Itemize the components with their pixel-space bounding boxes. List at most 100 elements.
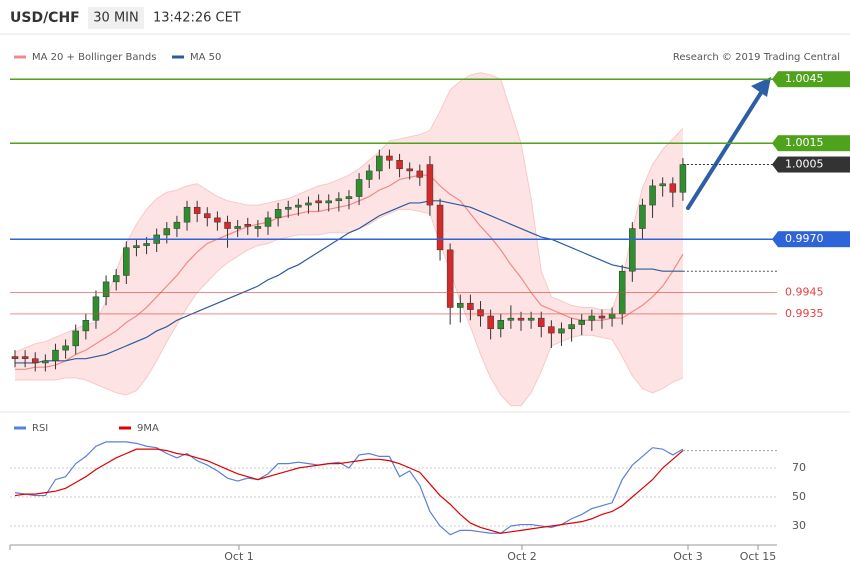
candle-body	[133, 245, 140, 248]
level-label-box	[778, 135, 850, 152]
candle-body	[31, 358, 39, 364]
level-label-box	[778, 71, 850, 88]
candle-body	[325, 200, 332, 204]
level-label-pointer	[772, 231, 778, 248]
candle-body	[355, 179, 363, 197]
x-label: Oct 1	[224, 550, 254, 563]
level-label: 1.0045	[785, 72, 824, 85]
clock: 13:42:26 CET	[153, 11, 241, 26]
candle-body	[92, 296, 100, 321]
candle-body	[254, 226, 262, 229]
legend-label: MA 20 + Bollinger Bands	[32, 52, 156, 63]
candle-body	[497, 320, 505, 330]
candle-body	[649, 185, 656, 206]
level-label-box	[778, 156, 850, 173]
candle-body	[21, 356, 29, 359]
level-label-box	[778, 231, 850, 248]
rsi-tick-label: 50	[792, 490, 806, 503]
x-label: Oct 3	[673, 550, 703, 563]
candle-body	[163, 228, 171, 236]
candle-body	[406, 168, 413, 172]
candle-body	[102, 281, 110, 298]
candle-body	[72, 330, 79, 347]
candle-body	[112, 275, 120, 283]
level-label: 0.9935	[785, 307, 824, 320]
candle-body	[143, 243, 150, 246]
candle-body	[173, 221, 181, 229]
legend-label: RSI	[32, 423, 48, 434]
candle-body	[507, 317, 515, 321]
ma50-line	[15, 200, 683, 364]
candle-body	[598, 315, 606, 319]
candle-body	[446, 249, 454, 308]
candle-body	[629, 228, 636, 272]
level-label-pointer	[772, 135, 778, 152]
candle-body	[416, 170, 424, 178]
candle-body	[42, 360, 49, 364]
candle-body	[52, 349, 59, 362]
candle-body	[396, 160, 403, 170]
candle-body	[82, 320, 90, 332]
timeframe-box	[88, 7, 144, 29]
candle-body	[193, 206, 201, 214]
legend-label: 9MA	[137, 423, 159, 434]
candle-body	[578, 320, 585, 325]
rsi-tick-label: 30	[792, 519, 806, 532]
candle-body	[568, 324, 575, 330]
candle-body	[315, 200, 322, 204]
candle-body	[608, 313, 616, 319]
level-label: 0.9970	[785, 232, 824, 245]
rsi-tick-label: 70	[792, 461, 806, 474]
candle-body	[183, 206, 191, 223]
candle-body	[537, 317, 545, 327]
x-label: Oct 2	[507, 550, 537, 563]
candle-body	[345, 196, 353, 199]
level-label: 1.0005	[785, 158, 824, 171]
candle-body	[123, 247, 130, 276]
candle-body	[62, 345, 69, 351]
candle-body	[457, 302, 464, 308]
candle-body	[204, 213, 211, 219]
candle-body	[305, 202, 312, 206]
candle-body	[558, 328, 565, 334]
candle-body	[335, 198, 343, 202]
candle-body	[386, 155, 393, 161]
rsi-line	[14, 441, 684, 536]
credit: Research © 2019 Trading Central	[673, 52, 840, 63]
candle-body	[467, 302, 474, 310]
candle-body	[264, 217, 272, 227]
chart-title: USD/CHF	[10, 10, 80, 26]
level-label-pointer	[772, 156, 778, 173]
level-label: 1.0015	[785, 136, 824, 149]
bollinger-band	[15, 72, 683, 406]
candle-body	[527, 317, 535, 321]
candle-body	[426, 164, 434, 206]
forecast-arrow	[686, 86, 766, 210]
level-label-pointer	[772, 71, 778, 88]
candle-body	[639, 204, 646, 229]
candle-body	[588, 315, 596, 321]
candle-body	[365, 170, 373, 180]
candle-body	[284, 206, 292, 210]
candle-body	[679, 164, 687, 193]
timeframe: 30 MIN	[93, 11, 138, 26]
candle-body	[274, 209, 282, 219]
x-label: Oct 15	[740, 550, 777, 563]
candle-body	[548, 326, 555, 334]
legend-label: MA 50	[190, 52, 221, 63]
candle-body	[517, 317, 525, 321]
forecast-arrowhead	[751, 77, 771, 97]
candle-body	[244, 224, 252, 227]
level-label: 0.9945	[785, 286, 824, 299]
candle-body	[295, 204, 302, 208]
candle-body	[659, 183, 666, 187]
candle-body	[436, 204, 444, 251]
candle-body	[224, 221, 231, 229]
candle-body	[487, 315, 494, 330]
candle-body	[477, 309, 484, 317]
rsi-line	[14, 448, 684, 534]
candle-body	[234, 226, 241, 229]
candle-body	[669, 183, 677, 193]
candle-body	[214, 217, 221, 223]
